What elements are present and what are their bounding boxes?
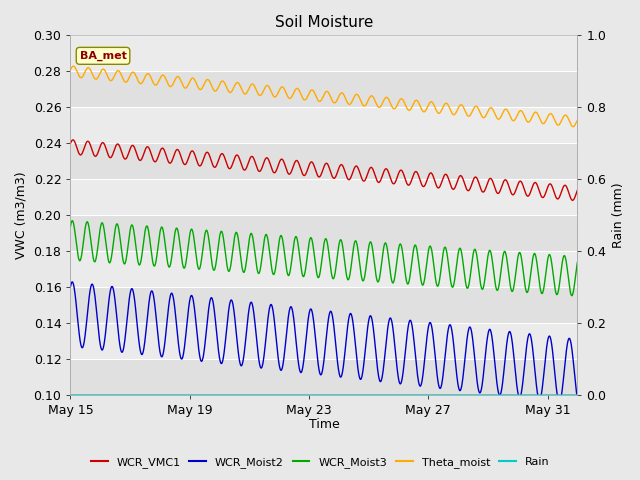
Bar [70, 251, 577, 287]
Bar [70, 287, 577, 323]
Title: Soil Moisture: Soil Moisture [275, 15, 373, 30]
Bar [70, 36, 577, 72]
Text: BA_met: BA_met [79, 51, 127, 61]
Bar [70, 179, 577, 215]
Bar [70, 72, 577, 107]
Bar [70, 359, 577, 395]
Bar [70, 107, 577, 143]
Bar [70, 323, 577, 359]
Legend: WCR_VMC1, WCR_Moist2, WCR_Moist3, Theta_moist, Rain: WCR_VMC1, WCR_Moist2, WCR_Moist3, Theta_… [86, 452, 554, 472]
Y-axis label: VWC (m3/m3): VWC (m3/m3) [15, 171, 28, 259]
Y-axis label: Rain (mm): Rain (mm) [612, 182, 625, 248]
Bar [70, 143, 577, 179]
Bar [70, 215, 577, 251]
X-axis label: Time: Time [308, 419, 339, 432]
